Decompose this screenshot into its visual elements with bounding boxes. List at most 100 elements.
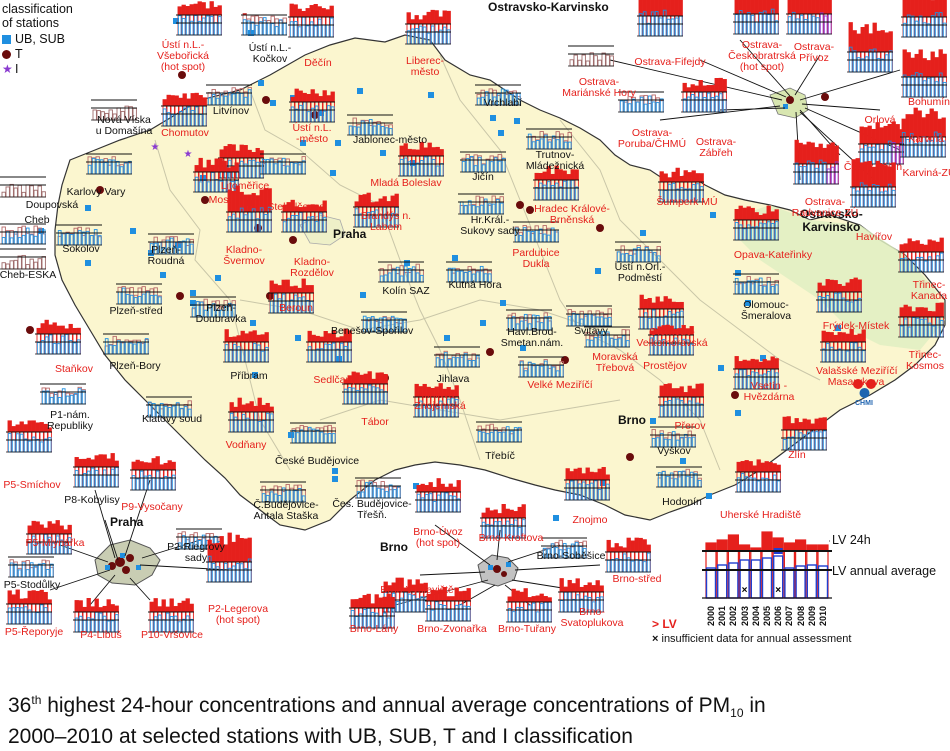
bar-exceed [769, 462, 773, 472]
bar-exceed [286, 280, 290, 293]
bar-exceed [650, 330, 654, 335]
bar-exceed [167, 95, 171, 106]
bar-exceed [64, 529, 68, 534]
bar-exceed [179, 98, 183, 106]
station-label: Karviná [908, 133, 944, 145]
station-label: P5-Smíchov [3, 479, 61, 491]
bar-exceed [453, 487, 457, 492]
bar-annual [618, 559, 623, 573]
bar-annual [45, 569, 50, 578]
bar-exceed [156, 456, 160, 470]
t-marker [626, 453, 634, 461]
bar-annual [110, 468, 115, 488]
bar-exceed [598, 469, 602, 480]
station-chart [434, 346, 480, 368]
station-label: Ostrava-Fifejdy [634, 56, 706, 68]
bar-exceed [290, 4, 294, 18]
bar-annual [823, 15, 828, 35]
bar-annual [61, 388, 66, 405]
station-chart [0, 248, 46, 270]
station-chart [658, 167, 704, 203]
bar-annual [883, 190, 888, 208]
bar-exceed [659, 0, 663, 16]
bar-annual [151, 477, 156, 491]
bar-exceed [28, 591, 32, 604]
bar-exceed [647, 545, 651, 552]
station-label: Cheb [24, 214, 50, 226]
station-label: Svitavy [574, 325, 608, 337]
bar-exceed [858, 279, 862, 292]
bar-exceed [248, 194, 252, 212]
bar-24h [605, 54, 610, 67]
bar-exceed [316, 336, 320, 342]
station-chart [226, 185, 272, 233]
bar-annual [49, 396, 54, 405]
bar-exceed [57, 326, 61, 334]
bar-exceed [696, 384, 700, 397]
bar-24h [577, 59, 582, 67]
bar-exceed [928, 239, 932, 252]
bar-exceed [688, 386, 692, 397]
bar-exceed [536, 595, 540, 602]
station-chart [116, 283, 162, 305]
bar-exceed [751, 0, 755, 14]
bar-exceed [439, 16, 443, 24]
bar-annual [927, 256, 932, 273]
bar-exceed [435, 590, 439, 601]
bar-exceed [741, 461, 745, 472]
bar-exceed [164, 463, 168, 470]
bar-exceed [65, 328, 69, 334]
bar-annual [13, 563, 18, 578]
key-bar-exceed [706, 543, 716, 551]
ub-marker [520, 345, 526, 351]
bar-annual [270, 23, 275, 36]
bar-annual [305, 25, 310, 38]
bar-exceed [690, 326, 694, 335]
bar-annual [219, 569, 224, 583]
bar-exceed [194, 4, 198, 15]
bar-exceed [850, 329, 854, 342]
bar-exceed [447, 387, 451, 397]
bar-annual [698, 91, 703, 113]
t-marker [821, 93, 829, 101]
bar-24h [29, 258, 34, 270]
bar-exceed [73, 328, 77, 334]
bar-annual [799, 14, 804, 35]
bar-exceed [920, 244, 924, 252]
bar-exceed [425, 485, 429, 492]
bar-annual [25, 569, 30, 578]
bar-exceed [755, 359, 759, 369]
bar-exceed [940, 303, 944, 317]
bar-annual [52, 343, 57, 355]
bar-exceed [683, 83, 687, 92]
station-chart [850, 158, 896, 208]
bar-exceed [412, 149, 416, 156]
bar-exceed [233, 336, 237, 342]
bar-annual [787, 16, 792, 35]
bar-exceed [745, 460, 749, 472]
bar-exceed [187, 99, 191, 106]
bar-exceed [45, 320, 49, 334]
bar-exceed [830, 332, 834, 342]
bar-annual [446, 609, 451, 622]
bar-exceed [535, 173, 539, 180]
bar-exceed [336, 337, 340, 342]
station-chart [35, 319, 81, 355]
station-chart [615, 241, 661, 263]
bar-annual [419, 596, 424, 613]
bar-exceed [660, 171, 664, 182]
bar-exceed [416, 150, 420, 156]
bar-exceed [435, 10, 439, 24]
bar-annual [791, 11, 796, 35]
bar-exceed [244, 195, 248, 212]
bar-exceed [680, 302, 684, 309]
station-label: Hradec Králové- Brněnská [534, 203, 610, 226]
bar-exceed [924, 308, 928, 317]
bar-exceed [363, 194, 367, 207]
bar-24h [573, 54, 578, 67]
station-label: Staňkov [55, 363, 93, 375]
bar-annual [231, 565, 236, 583]
praha-inset [94, 539, 161, 586]
bar-exceed [482, 513, 486, 518]
